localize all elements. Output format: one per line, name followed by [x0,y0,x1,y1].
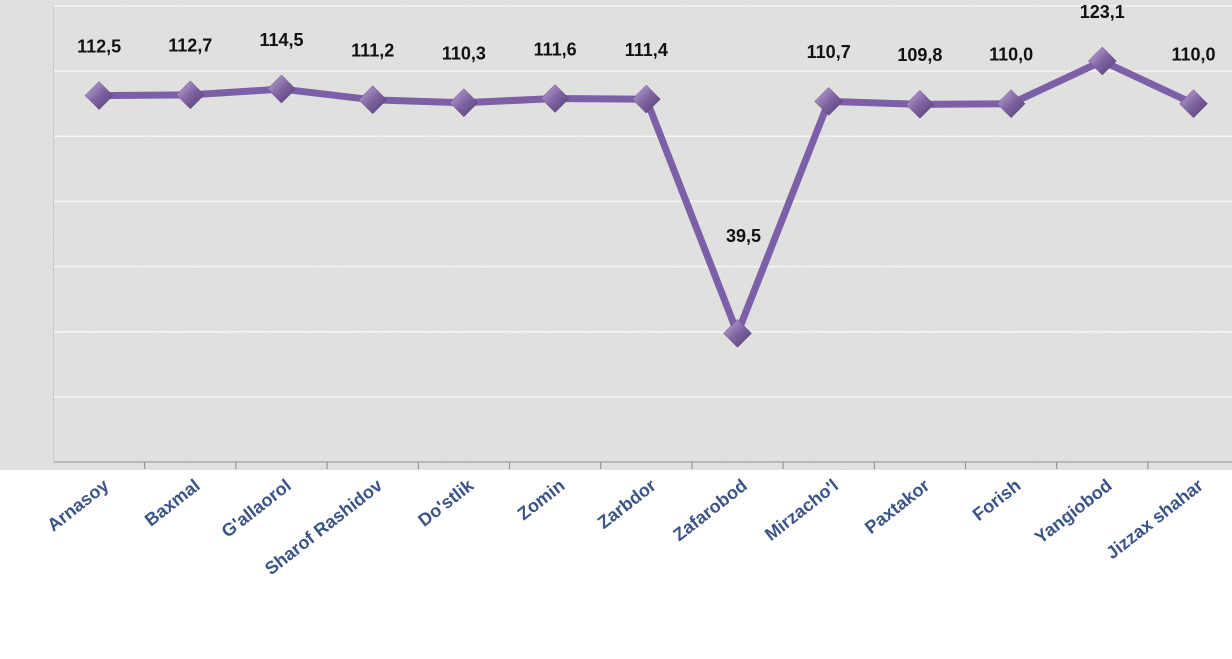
data-label: 110,3 [442,43,486,63]
marker [723,318,752,348]
x-tick-label: Zarbdor [594,475,660,533]
data-label: 110,0 [1171,44,1215,64]
x-tick-label: Arnasoy [43,475,112,535]
data-label: 39,5 [726,226,761,246]
marker [449,88,479,118]
x-tick-label: Zafarobod [669,475,751,545]
data-label: 110,0 [989,44,1033,64]
data-label: 112,5 [77,36,121,56]
data-label: 123,1 [1080,2,1125,22]
marker [631,84,661,114]
marker [1179,89,1208,119]
data-label: 111,6 [534,39,577,59]
plot-texture [0,0,1232,470]
x-tick-label: Baxmal [141,475,204,530]
marker [905,90,935,119]
x-tick-label: Zomin [514,475,569,524]
marker [84,81,114,110]
marker [267,74,296,104]
x-tick-label: Jizzax shahar [1102,475,1207,563]
data-label: 111,2 [351,41,394,61]
data-label: 109,8 [897,45,942,65]
marker [1087,46,1117,76]
data-label: 111,4 [625,40,668,60]
data-label: 114,5 [259,30,303,50]
marker [358,85,388,115]
marker [996,89,1026,119]
x-tick-label: Do'stlik [414,475,478,531]
marker [175,80,205,110]
x-tick-label: Forish [969,475,1025,525]
marker [540,84,570,113]
data-label: 110,7 [807,42,851,62]
marker [814,87,844,116]
x-tick-label: G'allaorol [218,475,295,541]
x-tick-label: Paxtakor [861,475,933,538]
x-tick-label: Yangiobod [1031,475,1116,547]
x-tick-label: Mirzacho'l [761,475,842,545]
data-label: 112,7 [168,36,212,56]
